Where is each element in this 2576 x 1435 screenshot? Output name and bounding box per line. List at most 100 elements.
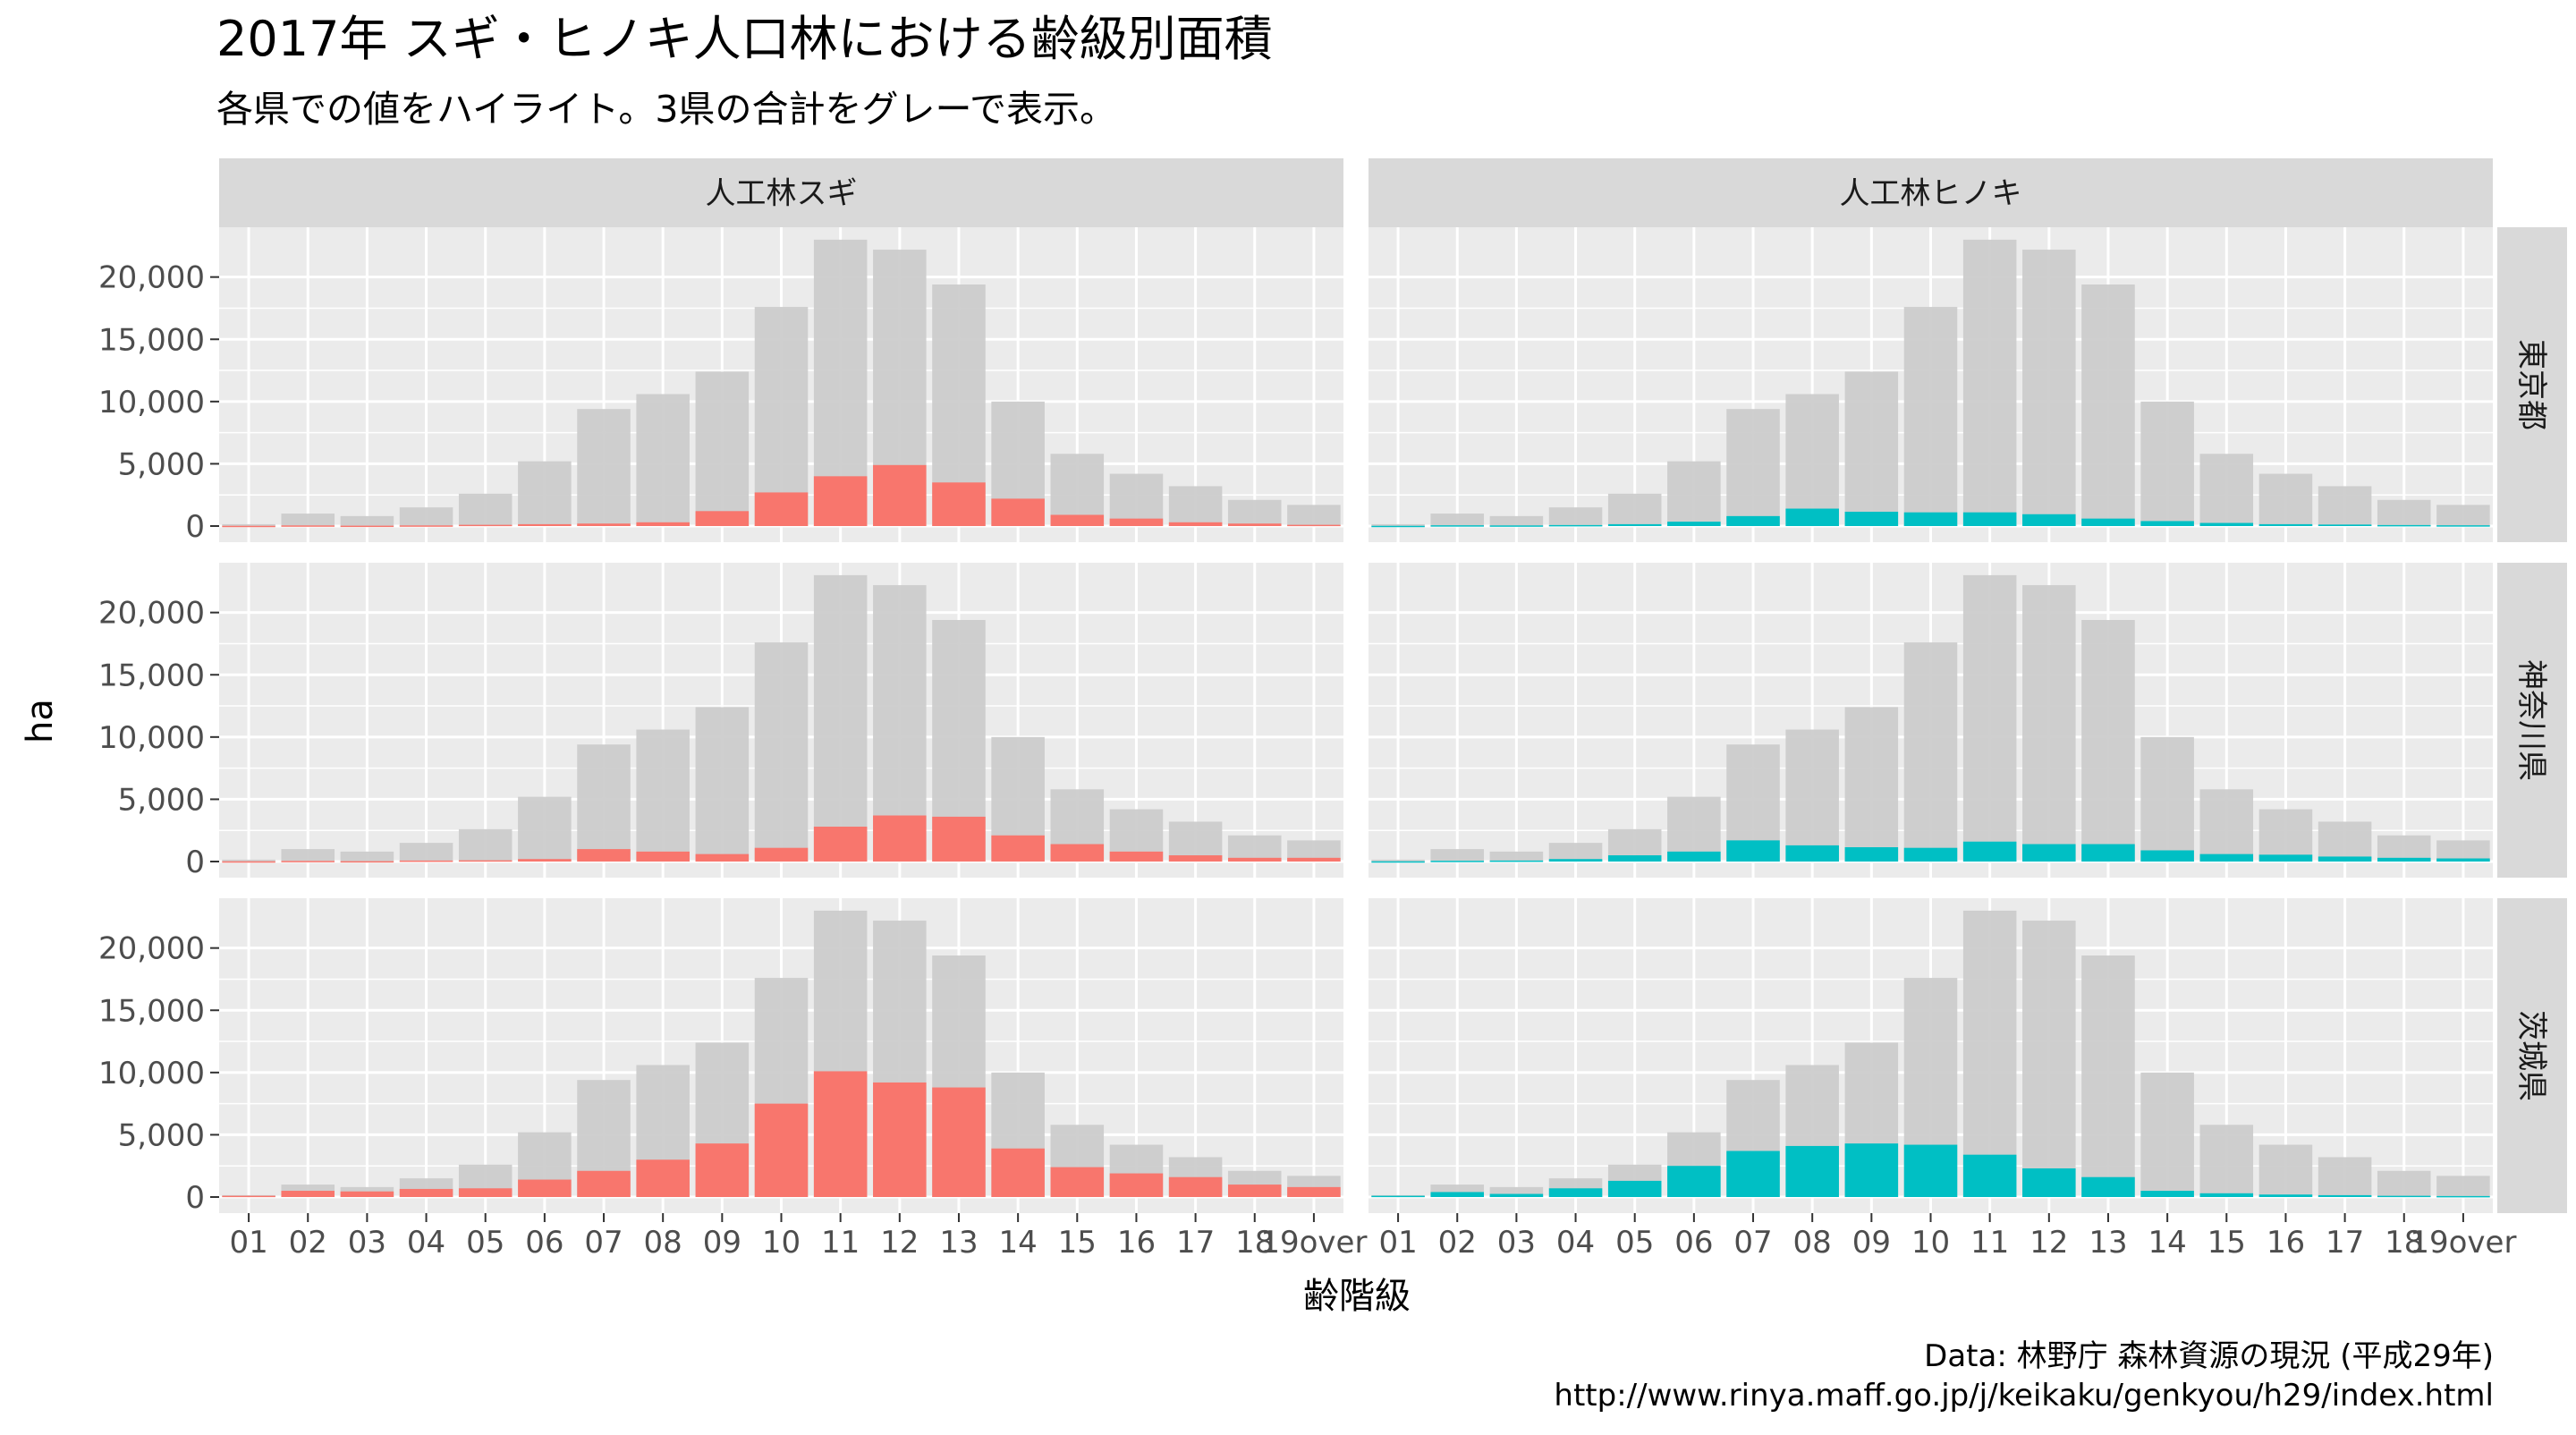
highlight-bar [518, 859, 572, 862]
highlight-bar [1844, 846, 1899, 862]
x-tick-label: 13 [2089, 1225, 2127, 1261]
highlight-bar [222, 861, 275, 863]
total-bar [636, 394, 690, 526]
total-bar [1785, 394, 1839, 526]
facet-strip-col [219, 158, 1343, 227]
total-bar [1371, 859, 1425, 862]
total-bar [1430, 849, 1485, 862]
facet-strip-row-label: 茨城県 [2513, 1010, 2549, 1101]
x-tick-label: 18 [2385, 1225, 2423, 1261]
total-bar [1844, 371, 1899, 526]
highlight-bar [1227, 857, 1282, 862]
highlight-bar [2377, 1195, 2431, 1198]
x-tick-label: 10 [762, 1225, 801, 1261]
total-bar [1489, 1186, 1544, 1197]
chart-title: 2017年 スギ・ヒノキ人口林における齢級別面積 [216, 11, 1273, 67]
highlight-bar [2140, 1191, 2194, 1197]
total-bar [1785, 729, 1839, 862]
highlight-bar [518, 1179, 572, 1197]
highlight-bar [2199, 522, 2254, 526]
highlight-bar [2318, 1194, 2372, 1197]
total-bar [222, 523, 275, 526]
highlight-bar [1050, 844, 1105, 862]
total-bar [281, 514, 335, 526]
y-tick-label: 10,000 [98, 720, 205, 756]
total-bar [2377, 1170, 2431, 1197]
facet-strip-row [2497, 227, 2567, 542]
total-bar [2199, 789, 2254, 862]
x-tick-label: 12 [880, 1225, 919, 1261]
total-bar [1168, 486, 1223, 526]
highlight-bar [754, 1103, 809, 1197]
highlight-bar [1371, 525, 1425, 528]
x-tick-label: 17 [1176, 1225, 1215, 1261]
total-bar [1548, 843, 1603, 862]
x-tick-label: 02 [289, 1225, 327, 1261]
highlight-bar [2318, 856, 2372, 862]
total-bar [2081, 620, 2135, 862]
x-axis-title: 齢階級 [1303, 1276, 1411, 1317]
facet-strip-row-label: 神奈川県 [2513, 659, 2549, 781]
highlight-bar [932, 482, 986, 526]
highlight-bar [2436, 525, 2490, 527]
highlight-bar [577, 849, 631, 862]
y-axis-title: ha [20, 699, 61, 743]
total-bar [1050, 454, 1105, 526]
highlight-bar [1785, 508, 1839, 526]
total-bar [2318, 1157, 2372, 1197]
highlight-bar [1726, 515, 1780, 526]
highlight-bar [2377, 524, 2431, 527]
total-bar [2258, 809, 2313, 862]
total-bar [1962, 574, 2017, 862]
highlight-bar [636, 1159, 690, 1197]
x-tick-label: 02 [1438, 1225, 1477, 1261]
x-tick-label: 12 [2029, 1225, 2068, 1261]
highlight-bar [577, 1170, 631, 1197]
total-bar [2199, 1125, 2254, 1197]
highlight-bar [1430, 1192, 1485, 1197]
highlight-bar [1548, 1188, 1603, 1197]
x-tick-label: 11 [1970, 1225, 2009, 1261]
x-tick-label: 15 [2207, 1225, 2246, 1261]
y-tick-label: 20,000 [98, 260, 205, 296]
highlight-bar [340, 861, 394, 863]
highlight-bar [1785, 845, 1839, 862]
facet-panel: 0 5,000 10,000 15,000 20,000 [98, 563, 1343, 880]
x-tick-label: 08 [644, 1225, 682, 1261]
highlight-bar [281, 861, 335, 862]
highlight-bar [281, 525, 335, 527]
total-bar [695, 707, 750, 862]
facet-strip-row [2497, 563, 2567, 878]
facet-panel: 01 02 03 04 05 06 07 08 09 10 11 12 13 14 15 16 17 1819ov… [1368, 898, 2516, 1261]
highlight-bar [1844, 1143, 1899, 1197]
total-bar [2140, 736, 2194, 862]
highlight-bar [281, 1191, 335, 1197]
facet-panel: 0 5,000 10,000 15,000 20,000 [98, 227, 1343, 545]
total-bar [1489, 515, 1544, 526]
highlight-bar [222, 1195, 275, 1198]
highlight-bar [1785, 1145, 1839, 1197]
highlight-bar [1607, 523, 1662, 526]
highlight-bar [1962, 512, 2017, 526]
x-tick-label: 06 [1674, 1225, 1713, 1261]
highlight-bar [458, 860, 513, 862]
total-bar [1844, 707, 1899, 862]
x-tick-label: 09 [703, 1225, 741, 1261]
highlight-bar [1287, 1186, 1341, 1197]
highlight-bar [1489, 525, 1544, 527]
highlight-bar [873, 1082, 927, 1197]
highlight-bar [2377, 857, 2431, 862]
highlight-bar [1109, 1173, 1164, 1197]
total-bar [2318, 486, 2372, 526]
total-bar [2436, 1176, 2490, 1197]
total-bar [813, 574, 868, 862]
total-bar [2258, 1144, 2313, 1197]
highlight-bar [813, 476, 868, 526]
caption-url: http://www.rinya.maff.go.jp/j/keikaku/ge… [1554, 1378, 2494, 1414]
x-tick-label: 19over [1260, 1225, 1367, 1261]
total-bar [2318, 821, 2372, 862]
highlight-bar [932, 1087, 986, 1197]
facet-strip-row [2497, 898, 2567, 1213]
highlight-bar [813, 827, 868, 862]
